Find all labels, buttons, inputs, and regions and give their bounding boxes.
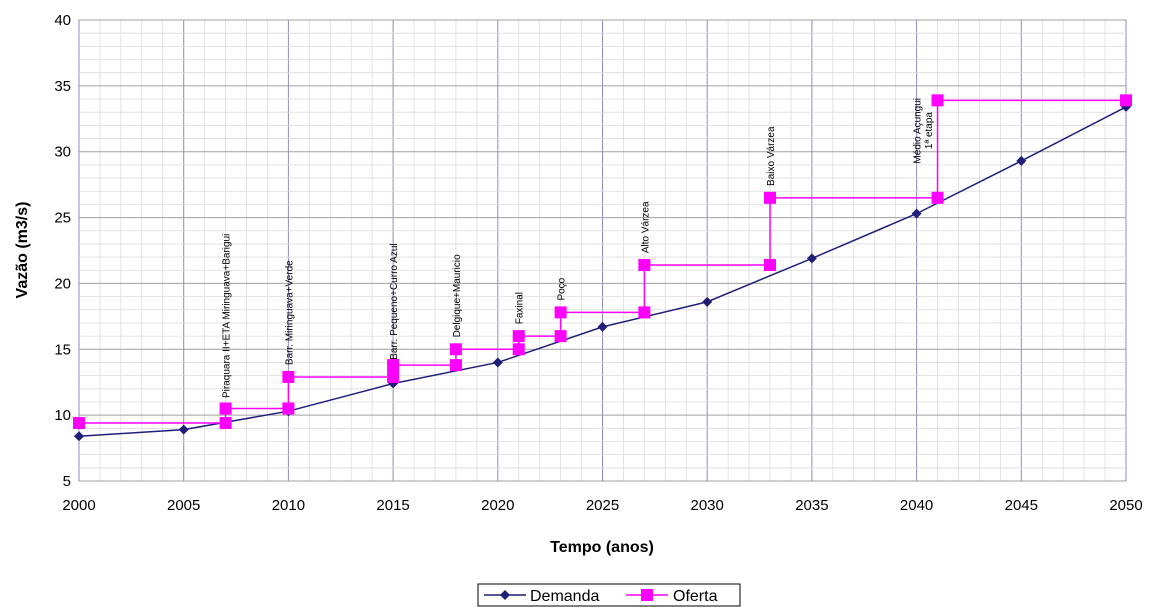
annotation-label: Barr. Miringuava+Verde <box>284 260 295 365</box>
x-tick-label: 2040 <box>900 497 933 514</box>
y-tick-label: 20 <box>54 275 71 292</box>
x-axis-title: Tempo (anos) <box>550 539 654 556</box>
data-point-oferta <box>73 417 85 430</box>
x-tick-labels: 2000 2005 2010 2015 2020 2025 2030 2035 2040 2045… <box>62 497 1142 514</box>
legend-label-oferta: Oferta <box>673 588 718 605</box>
series-group <box>73 94 1132 442</box>
data-point-demanda <box>806 253 817 264</box>
annotation-label: Faxinal <box>515 292 526 324</box>
annotation-label: Alto Várzea <box>640 201 651 253</box>
data-point-oferta <box>638 258 651 271</box>
data-point-demanda <box>74 431 84 442</box>
data-point-oferta <box>1120 94 1132 107</box>
y-tick-label: 15 <box>54 341 71 358</box>
y-tick-label: 30 <box>54 144 71 161</box>
legend-box <box>477 583 741 607</box>
y-tick-label: 10 <box>54 407 71 424</box>
data-point-oferta <box>512 330 525 343</box>
data-point-oferta <box>931 191 944 204</box>
data-point-oferta <box>764 191 777 204</box>
x-tick-label: 2020 <box>481 497 514 514</box>
data-point-demanda <box>702 296 713 307</box>
x-tick-label: 2050 <box>1109 497 1142 514</box>
y-axis-title: Vazão (m3/s) <box>14 202 31 299</box>
x-tick-label: 2015 <box>376 497 409 514</box>
data-point-oferta <box>282 370 295 383</box>
data-point-oferta <box>449 359 462 372</box>
annotation-label: Barr. Pequeno+Curro Azul <box>389 243 400 359</box>
x-tick-label: 2025 <box>586 497 619 514</box>
y-tick-labels: 5 10 15 20 25 30 35 40 <box>54 12 71 490</box>
data-point-demanda <box>178 424 189 435</box>
legend-marker-oferta <box>641 589 653 601</box>
legend-item-oferta: Oferta <box>626 588 718 605</box>
y-tick-label: 5 <box>63 473 71 490</box>
x-tick-label: 2045 <box>1005 497 1038 514</box>
x-tick-label: 2030 <box>691 497 724 514</box>
legend-item-demanda: Demanda <box>484 588 599 605</box>
data-point-demanda <box>1016 155 1027 166</box>
y-tick-label: 25 <box>54 210 71 227</box>
data-point-oferta <box>282 402 295 415</box>
data-point-oferta <box>387 359 400 372</box>
data-point-oferta <box>554 306 567 319</box>
legend-label-demanda: Demanda <box>530 588 599 605</box>
annotation-label: Poço <box>557 277 568 300</box>
data-point-oferta <box>449 343 462 356</box>
x-tick-label: 2005 <box>167 497 200 514</box>
annotation-label: 1ª etapa <box>924 112 935 150</box>
annotation-label: Baixo Várzea <box>766 126 777 186</box>
data-point-oferta <box>764 258 777 271</box>
data-point-demanda <box>492 357 503 368</box>
data-point-demanda <box>597 321 608 332</box>
annotation-label: Médio Açungui <box>913 98 924 164</box>
data-point-oferta <box>219 417 232 430</box>
legend: Demanda Oferta <box>477 583 741 607</box>
data-point-oferta <box>554 330 567 343</box>
x-tick-label: 2035 <box>795 497 828 514</box>
data-point-oferta <box>512 343 525 356</box>
y-tick-label: 35 <box>54 78 71 95</box>
x-tick-label: 2000 <box>62 497 95 514</box>
data-point-demanda <box>911 208 922 219</box>
x-tick-label: 2010 <box>272 497 305 514</box>
data-point-oferta <box>219 402 232 415</box>
annotation-label: Delgique+Mauricio <box>452 254 463 338</box>
legend-marker-demanda <box>500 590 510 600</box>
data-point-oferta <box>387 370 400 383</box>
data-point-oferta <box>638 306 651 319</box>
annotations: Piraquara II+ETA Miringuava+Barigui Barr.… <box>222 98 936 398</box>
data-point-oferta <box>931 94 944 107</box>
annotation-label: Piraquara II+ETA Miringuava+Barigui <box>222 234 233 398</box>
y-tick-label: 40 <box>54 12 71 29</box>
